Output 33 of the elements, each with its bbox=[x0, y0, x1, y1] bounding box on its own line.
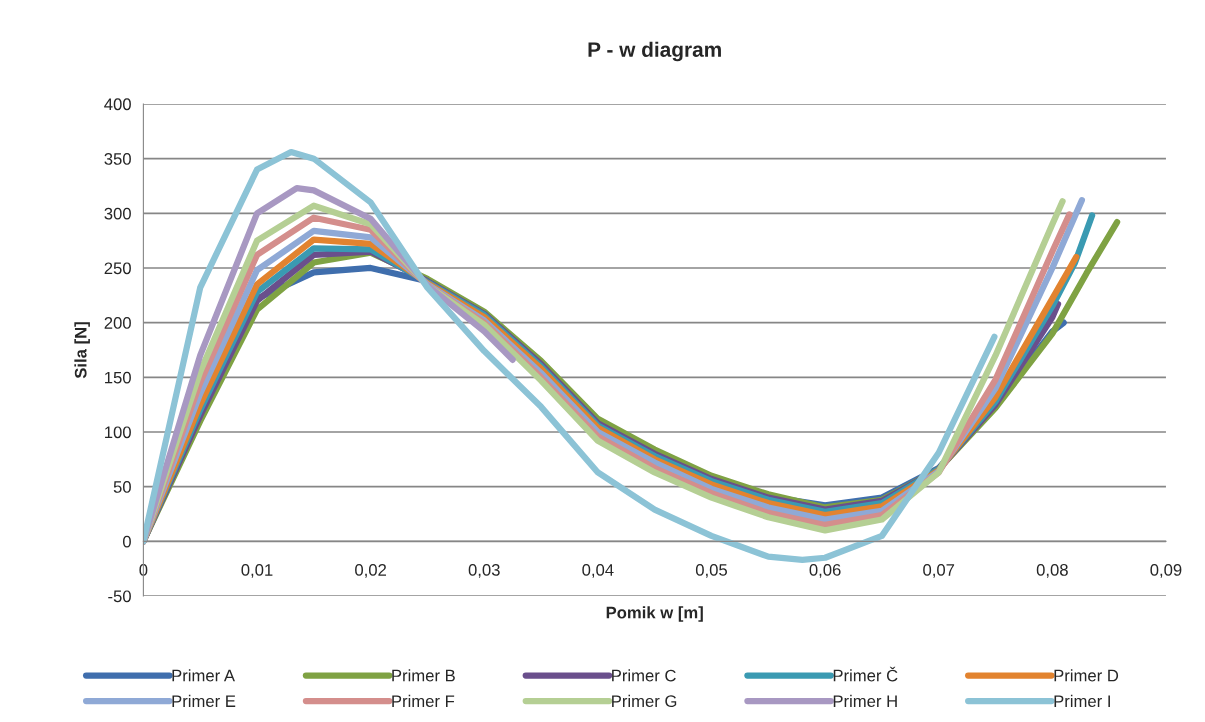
legend-label: Primer H bbox=[833, 694, 897, 708]
legend-label: Primer A bbox=[172, 669, 235, 682]
y-tick-label: 250 bbox=[104, 262, 131, 275]
legend-label: Primer Č bbox=[833, 666, 898, 682]
y-tick-label: 200 bbox=[104, 317, 131, 329]
legend-label: Primer D bbox=[1054, 669, 1119, 682]
x-tick-label: 0,04 bbox=[582, 564, 614, 578]
legend-label: Primer B bbox=[392, 669, 455, 682]
x-tick-label: 0,01 bbox=[241, 564, 273, 578]
legend-label: Primer I bbox=[1054, 694, 1110, 708]
legend-label: Primer G bbox=[612, 694, 677, 708]
y-axis-title: Sila [N] bbox=[74, 322, 90, 379]
y-tick-label: 300 bbox=[104, 207, 131, 220]
x-tick-label: 0,09 bbox=[1150, 564, 1182, 578]
legend-label: Primer E bbox=[172, 694, 236, 708]
x-tick-label: 0 bbox=[139, 564, 148, 576]
y-tick-label: 100 bbox=[105, 426, 131, 439]
x-tick-label: 0,03 bbox=[468, 564, 500, 578]
y-tick-label: 350 bbox=[104, 153, 131, 165]
x-tick-label: 0,06 bbox=[809, 564, 841, 578]
y-tick-label: 0 bbox=[122, 535, 131, 548]
x-tick-label: 0,02 bbox=[355, 564, 387, 578]
chart-title: P - w diagram bbox=[588, 41, 721, 62]
legend-label: Primer C bbox=[612, 669, 676, 682]
x-axis-title: Pomik w [m] bbox=[606, 606, 703, 622]
legend-label: Primer F bbox=[392, 694, 455, 708]
y-tick-label: 50 bbox=[113, 481, 131, 493]
y-tick-label: 150 bbox=[105, 371, 131, 384]
x-tick-label: 0,07 bbox=[923, 564, 955, 578]
x-tick-label: 0,08 bbox=[1036, 564, 1068, 578]
y-tick-label: -50 bbox=[108, 590, 131, 603]
y-tick-label: 400 bbox=[104, 98, 131, 111]
x-tick-label: 0,05 bbox=[695, 564, 728, 578]
